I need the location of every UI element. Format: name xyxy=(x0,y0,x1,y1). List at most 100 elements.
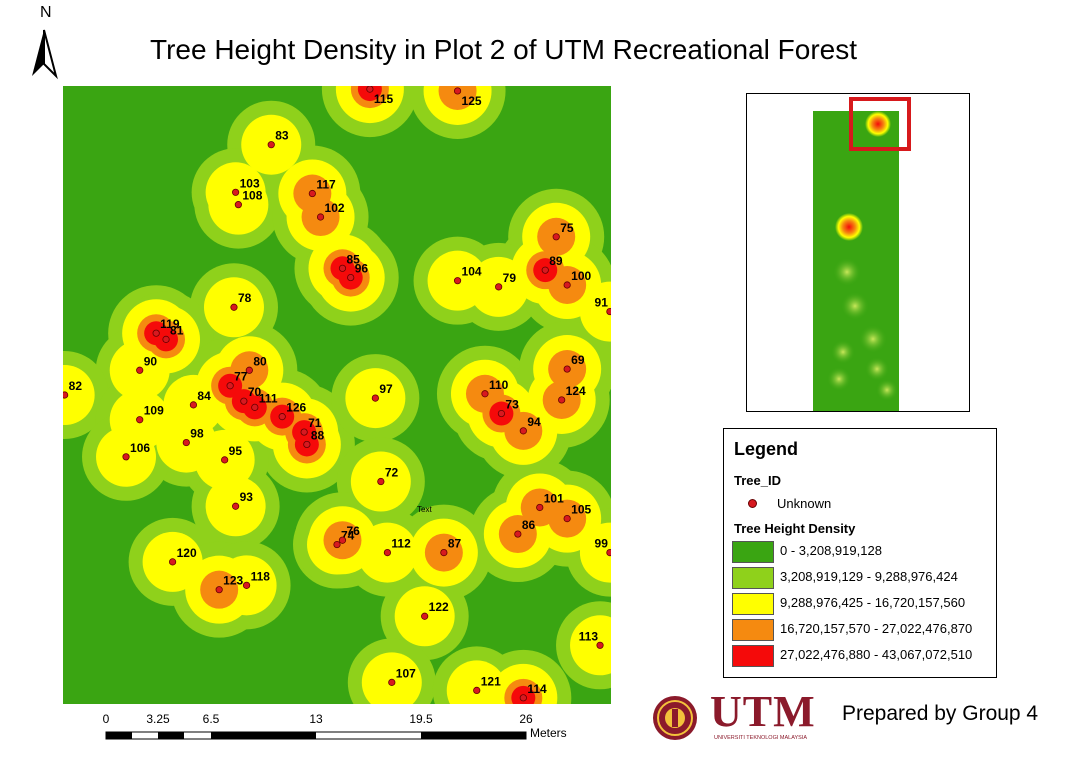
legend-swatch xyxy=(732,619,774,641)
north-label: N xyxy=(40,4,52,21)
tree-point: 86 xyxy=(514,518,536,538)
tree-point: 71 xyxy=(300,416,322,436)
tree-point-label: 121 xyxy=(481,674,501,688)
scale-label: 26 xyxy=(519,712,533,726)
scale-unit: Meters xyxy=(530,726,567,740)
tree-point-marker xyxy=(541,266,549,274)
utm-logo-text: UTM xyxy=(710,687,816,736)
inset-extent-box xyxy=(849,97,911,151)
tree-point: 124 xyxy=(558,384,586,404)
tree-point: 114 xyxy=(519,682,547,702)
tree-point: 97 xyxy=(371,382,393,402)
tree-point-label: 82 xyxy=(69,379,83,393)
tree-point-marker xyxy=(536,503,544,512)
tree-point-label: 95 xyxy=(229,444,243,458)
map-title: Tree Height Density in Plot 2 of UTM Rec… xyxy=(150,34,858,65)
tree-point-marker xyxy=(563,514,571,523)
tree-point-label: 85 xyxy=(346,252,360,266)
tree-point-marker xyxy=(497,409,505,418)
tree-point-label: 83 xyxy=(275,129,289,143)
tree-point-label: 81 xyxy=(170,323,184,337)
tree-point: 108 xyxy=(234,189,263,209)
tree-point: 106 xyxy=(122,441,150,461)
tree-point-label: 75 xyxy=(560,221,574,235)
tree-point-label: 104 xyxy=(462,265,482,279)
utm-logo-subtext: UNIVERSITI TEKNOLOGI MALAYSIA xyxy=(714,735,808,741)
tree-point: 80 xyxy=(245,354,267,374)
tree-point-marker xyxy=(234,201,242,209)
tree-point-marker xyxy=(136,366,144,374)
scale-label: 13 xyxy=(309,712,323,726)
legend-swatch xyxy=(732,541,774,563)
tree-point-label: 101 xyxy=(544,491,564,505)
tree-point-marker xyxy=(303,440,311,449)
tree-point: 78 xyxy=(230,291,252,311)
tree-point-marker xyxy=(371,394,379,402)
tree-point-label: 86 xyxy=(522,518,536,532)
tree-point-marker xyxy=(136,416,144,424)
tree-point: 70 xyxy=(240,385,262,405)
tree-point-marker xyxy=(519,427,527,435)
tree-point-marker xyxy=(514,530,522,538)
tree-point-label: 73 xyxy=(505,398,519,412)
legend: Legend Tree_ID Unknown Tree Height Densi… xyxy=(723,428,997,678)
tree-point-label: 108 xyxy=(242,189,262,203)
tree-point-label: 97 xyxy=(379,382,393,396)
tree-point: 107 xyxy=(388,666,416,686)
tree-point-marker xyxy=(162,335,170,343)
tree-point-label: 99 xyxy=(595,537,609,551)
tree-point-marker xyxy=(226,382,234,390)
tree-point: 100 xyxy=(563,269,592,289)
legend-class-label: 9,288,976,425 - 16,720,157,560 xyxy=(780,595,966,610)
tree-point-marker xyxy=(316,213,325,221)
north-arrow-icon xyxy=(32,29,58,80)
tree-point-marker xyxy=(453,87,462,95)
tree-point-marker xyxy=(221,456,229,464)
tree-point-label: 111 xyxy=(259,391,278,405)
legend-swatch xyxy=(732,567,774,589)
tree-point: 72 xyxy=(377,466,399,486)
tree-point: 117 xyxy=(308,178,336,198)
tree-point-label: 123 xyxy=(223,574,243,588)
legend-class-label: 3,208,919,129 - 9,288,976,424 xyxy=(780,569,958,584)
map-annotation: Text xyxy=(417,505,432,514)
tree-point-marker xyxy=(338,264,347,272)
tree-point-marker xyxy=(519,694,527,702)
tree-point-label: 90 xyxy=(144,354,158,368)
tree-point-marker xyxy=(347,273,355,282)
tree-point: 126 xyxy=(278,401,307,421)
tree-point: 76 xyxy=(338,524,360,544)
tree-point-marker xyxy=(563,281,571,289)
tree-point-label: 72 xyxy=(385,466,399,480)
tree-point-marker xyxy=(232,502,240,510)
legend-class-label: 0 - 3,208,919,128 xyxy=(780,543,882,558)
tree-point: 85 xyxy=(338,252,360,272)
tree-point-label: 122 xyxy=(429,600,449,614)
tree-point: 96 xyxy=(347,262,368,282)
tree-point-marker xyxy=(473,686,481,695)
tree-point: 113 xyxy=(579,629,604,649)
tree-point-marker xyxy=(122,453,130,461)
tree-point-label: 113 xyxy=(579,629,599,643)
legend-point-label: Unknown xyxy=(777,496,832,511)
tree-point-marker xyxy=(606,548,611,557)
tree-point: 121 xyxy=(473,674,501,695)
tree-point: 99 xyxy=(595,537,611,557)
utm-logo: UTM UNIVERSITI TEKNOLOGI MALAYSIA xyxy=(652,687,824,748)
tree-point-label: 84 xyxy=(197,389,211,403)
tree-point-label: 79 xyxy=(503,271,517,285)
scale-bar: 0 3.25 6.5 13 19.5 26 Meters xyxy=(98,710,618,750)
tree-point-label: 125 xyxy=(462,94,482,108)
tree-point-marker xyxy=(242,581,251,589)
tree-point-label: 100 xyxy=(571,269,591,283)
legend-point-layer: Tree_ID xyxy=(734,473,781,488)
tree-point-marker xyxy=(388,678,396,686)
tree-point-marker xyxy=(240,397,248,405)
tree-point-marker xyxy=(189,401,198,409)
tree-point-marker xyxy=(300,428,308,436)
tree-point-label: 102 xyxy=(325,201,345,215)
tree-point-label: 70 xyxy=(248,385,262,399)
tree-point: 69 xyxy=(563,353,585,373)
tree-point: 112 xyxy=(383,537,411,557)
